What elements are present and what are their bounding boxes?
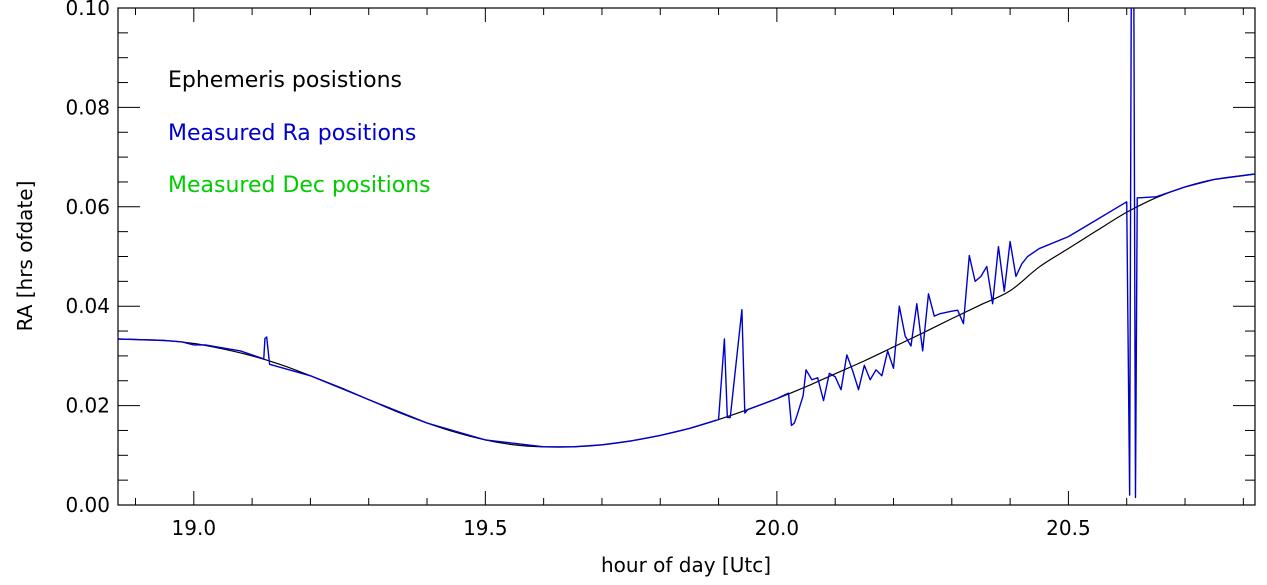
x-tick-label: 20.0	[755, 516, 800, 540]
y-tick-label: 0.10	[65, 0, 110, 20]
x-axis-ticks: 19.0 19.5 20.0 20.5	[134, 8, 1244, 540]
y-tick-label: 0.00	[65, 493, 110, 517]
y-tick-label: 0.02	[65, 394, 110, 418]
y-tick-label: 0.08	[65, 95, 110, 119]
x-axis-title: hour of day [Utc]	[601, 553, 771, 577]
series-layer	[118, 8, 1255, 499]
y-axis-title: RA [hrs ofdate]	[13, 181, 37, 332]
y-axis-ticks: 0.00 0.02 0.04 0.06 0.08 0.10	[65, 0, 1255, 517]
legend-entry-measured-ra: Measured Ra positions	[168, 121, 416, 146]
legend-entry-measured-dec: Measured Dec positions	[168, 173, 431, 198]
x-tick-label: 20.5	[1046, 516, 1091, 540]
legend-entry-ephemeris: Ephemeris posistions	[168, 68, 402, 93]
legend: Ephemeris posistions Measured Ra positio…	[168, 68, 431, 198]
y-tick-label: 0.04	[65, 294, 110, 318]
series-line-ephemeris	[118, 173, 1255, 448]
y-tick-label: 0.06	[65, 195, 110, 219]
series-line-measured-ra	[118, 8, 1255, 499]
x-tick-label: 19.5	[463, 516, 508, 540]
x-tick-label: 19.0	[172, 516, 217, 540]
